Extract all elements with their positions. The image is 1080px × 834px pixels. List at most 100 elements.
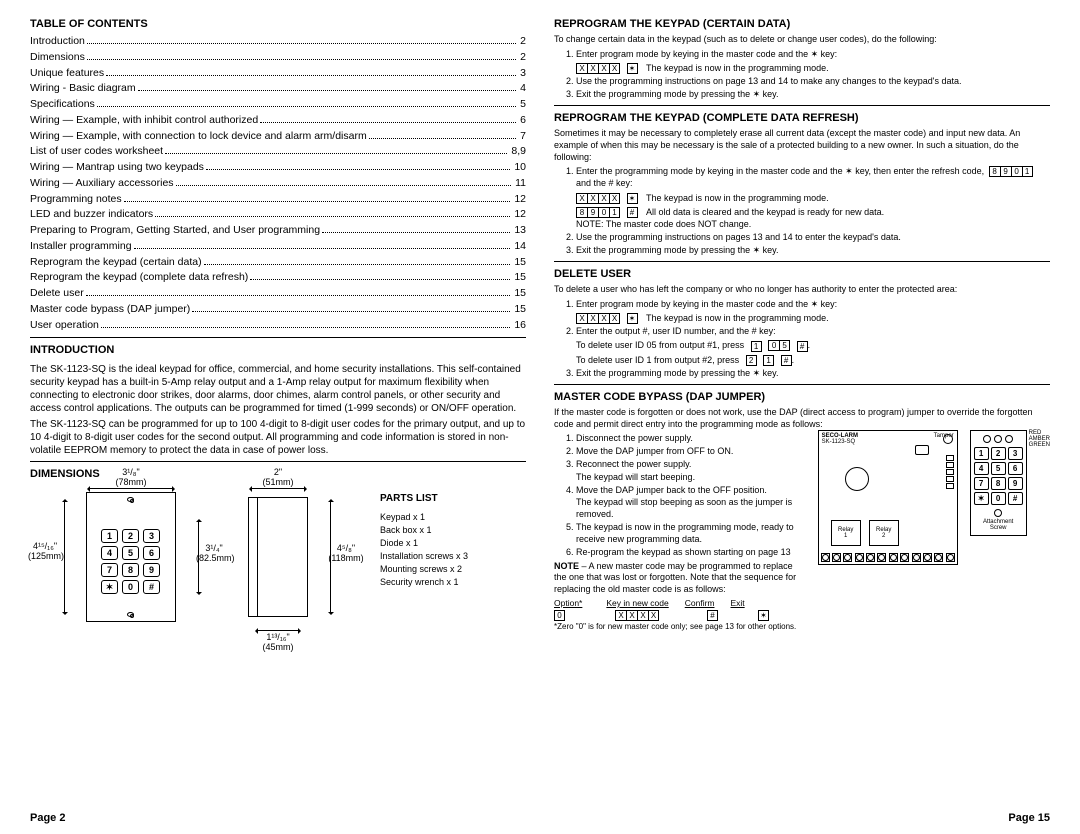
dim-side-h-mm: (118mm) xyxy=(328,553,363,563)
toc-dots xyxy=(86,295,511,296)
toc-label: Wiring — Auxiliary accessories xyxy=(30,176,174,192)
toc-label: Delete user xyxy=(30,286,84,302)
keypad-key: 3 xyxy=(1008,447,1023,460)
toc-row: LED and buzzer indicators 12 xyxy=(30,207,526,223)
toc-label: Unique features xyxy=(30,66,104,82)
toc-dots xyxy=(369,138,516,139)
option-values: 0 XXXX # ✶ xyxy=(554,610,806,621)
keypad-key: 8 xyxy=(122,563,139,577)
dim-front-w-mm: (78mm) xyxy=(116,477,147,487)
toc-page: 5 xyxy=(518,97,526,113)
option-headers: Option* Key in new code Confirm Exit xyxy=(554,598,806,608)
toc-row: Wiring — Example, with connection to loc… xyxy=(30,129,526,145)
relay-2: Relay 2 xyxy=(869,520,899,546)
toc-row: Wiring — Example, with inhibit control a… xyxy=(30,113,526,129)
toc-row: Unique features 3 xyxy=(30,66,526,82)
keypad-key: 2 xyxy=(991,447,1006,460)
parts-item: Security wrench x 1 xyxy=(380,576,468,589)
toc-row: Installer programming 14 xyxy=(30,239,526,255)
list-item: Use the programming instructions on page… xyxy=(576,231,1050,243)
list-item: Enter the programming mode by keying in … xyxy=(576,165,1050,230)
toc-label: Specifications xyxy=(30,97,95,113)
led-amber xyxy=(994,435,1002,443)
section3-intro: To delete a user who has left the compan… xyxy=(554,284,1050,296)
page-15: REPROGRAM THE KEYPAD (CERTAIN DATA) To c… xyxy=(540,12,1064,822)
list-item: Exit the programming mode by pressing th… xyxy=(576,244,1050,256)
list-item: Enter program mode by keying in the mast… xyxy=(576,298,1050,324)
toc-row: User operation 16 xyxy=(30,318,526,334)
list-item: Exit the programming mode by pressing th… xyxy=(576,367,1050,379)
toc-label: Preparing to Program, Getting Started, a… xyxy=(30,223,320,239)
toc-page: 14 xyxy=(512,239,526,255)
toc-heading: TABLE OF CONTENTS xyxy=(30,18,526,30)
toc-label: LED and buzzer indicators xyxy=(30,207,153,223)
list-item: Use the programming instructions on page… xyxy=(576,75,1050,87)
divider xyxy=(554,105,1050,106)
toc-dots xyxy=(322,232,510,233)
dim-side-w-mm: (51mm) xyxy=(263,477,294,487)
section1-steps: Enter program mode by keying in the mast… xyxy=(554,48,1050,102)
list-item: Move the DAP jumper from OFF to ON. xyxy=(576,445,806,457)
page-number: Page 2 xyxy=(30,812,65,824)
toc-label: Wiring — Example, with connection to loc… xyxy=(30,129,367,145)
keypad-key: 4 xyxy=(974,462,989,475)
keypad-key: 6 xyxy=(1008,462,1023,475)
toc-row: Reprogram the keypad (complete data refr… xyxy=(30,270,526,286)
led-label-green: GREEN xyxy=(1029,442,1050,448)
note: NOTE: The master code does NOT change. xyxy=(576,218,1050,230)
seq-note: The keypad is now in the programming mod… xyxy=(646,313,829,323)
toc-label: List of user codes worksheet xyxy=(30,144,163,160)
toc-dots xyxy=(206,169,510,170)
list-item: Move the DAP jumper back to the OFF posi… xyxy=(576,484,806,520)
keypad-key: 7 xyxy=(974,477,989,490)
parts-item: Back box x 1 xyxy=(380,524,468,537)
keypad-key: 1 xyxy=(974,447,989,460)
toc-label: Dimensions xyxy=(30,50,85,66)
led-row xyxy=(983,435,1013,443)
dim-front-h-mm: (125mm) xyxy=(28,551,64,561)
keypad-key: 2 xyxy=(122,529,139,543)
toc-page: 4 xyxy=(518,81,526,97)
toc-row: Specifications 5 xyxy=(30,97,526,113)
keypad-key: 0 xyxy=(122,580,139,594)
dim-side-w-in: 2" xyxy=(274,467,282,477)
toc-row: List of user codes worksheet 8,9 xyxy=(30,144,526,160)
keypad-key: 4 xyxy=(101,546,118,560)
pcb-diagram: SECO-LARM SK-1123-SQ Tamper Relay 1 Rela… xyxy=(818,430,958,565)
parts-item: Installation screws x 3 xyxy=(380,550,468,563)
toc-page: 12 xyxy=(512,207,526,223)
toc-row: Reprogram the keypad (certain data) 15 xyxy=(30,255,526,271)
toc-dots xyxy=(192,311,510,312)
parts-item: Diode x 1 xyxy=(380,537,468,550)
toc-page: 15 xyxy=(512,302,526,318)
toc-row: Programming notes 12 xyxy=(30,192,526,208)
toc-label: User operation xyxy=(30,318,99,334)
list-item: Enter program mode by keying in the mast… xyxy=(576,48,1050,74)
toc-dots xyxy=(204,264,511,265)
toc-row: Wiring — Mantrap using two keypads 10 xyxy=(30,160,526,176)
parts-item: Keypad x 1 xyxy=(380,511,468,524)
dimensions-diagram: 4¹⁵/₁₆" (125mm) 3¹/₈" (78mm) 123456789✶0… xyxy=(30,492,526,622)
led-labels: RED AMBER GREEN xyxy=(1029,430,1050,446)
pcb-model: SK-1123-SQ xyxy=(822,439,856,445)
section1-heading: REPROGRAM THE KEYPAD (CERTAIN DATA) xyxy=(554,18,1050,30)
section1-intro: To change certain data in the keypad (su… xyxy=(554,34,1050,46)
intro-paragraph-1: The SK-1123-SQ is the ideal keypad for o… xyxy=(30,363,526,415)
toc-row: Preparing to Program, Getting Started, a… xyxy=(30,223,526,239)
keypad-key: 5 xyxy=(991,462,1006,475)
keypad-key: 8 xyxy=(991,477,1006,490)
toc-row: Wiring - Basic diagram 4 xyxy=(30,81,526,97)
keypad-key: 9 xyxy=(1008,477,1023,490)
list-item: Exit the programming mode by pressing th… xyxy=(576,88,1050,100)
dim-front-h-in: 4¹⁵/₁₆" xyxy=(33,541,57,551)
toc-dots xyxy=(260,122,516,123)
toc-label: Reprogram the keypad (complete data refr… xyxy=(30,270,248,286)
toc-dots xyxy=(250,279,510,280)
toc-page: 12 xyxy=(512,192,526,208)
parts-list: PARTS LIST Keypad x 1Back box x 1Diode x… xyxy=(380,492,468,589)
toc-list: Introduction 2Dimensions 2Unique feature… xyxy=(30,34,526,333)
toc-page: 15 xyxy=(512,286,526,302)
divider xyxy=(30,337,526,338)
toc-dots xyxy=(106,75,516,76)
keypad-key: 6 xyxy=(143,546,160,560)
